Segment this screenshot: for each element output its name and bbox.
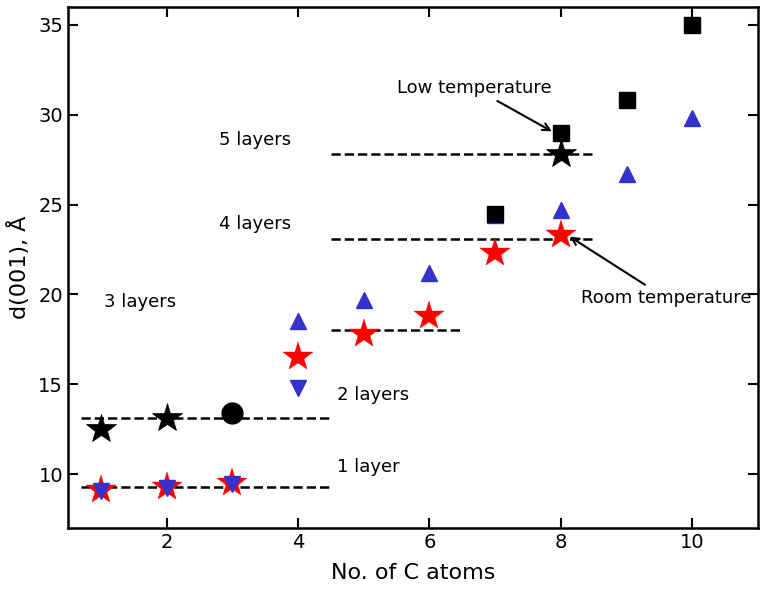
Text: Room temperature: Room temperature [572,238,751,307]
Text: Low temperature: Low temperature [396,79,551,130]
Text: 1 layer: 1 layer [338,458,400,476]
Text: 5 layers: 5 layers [219,131,291,149]
X-axis label: No. of C atoms: No. of C atoms [331,563,495,583]
Text: 4 layers: 4 layers [219,215,291,234]
Text: 2 layers: 2 layers [338,386,410,404]
Text: 3 layers: 3 layers [105,293,176,311]
Y-axis label: d(001), Å: d(001), Å [7,216,30,319]
